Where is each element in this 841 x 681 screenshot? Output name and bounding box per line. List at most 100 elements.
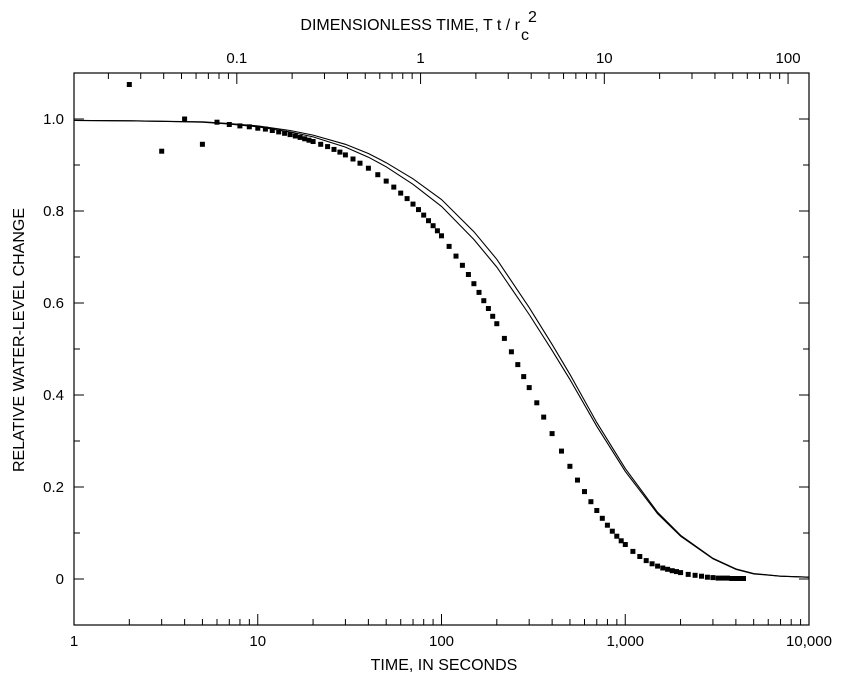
x-tick-label: 1,000 bbox=[606, 633, 644, 650]
top-axis-title-subscript: c bbox=[521, 27, 529, 44]
x-tick-label: 10 bbox=[249, 633, 266, 650]
data-point bbox=[430, 223, 436, 229]
data-point bbox=[692, 572, 698, 578]
data-point bbox=[391, 184, 397, 190]
data-point bbox=[485, 306, 491, 311]
data-point bbox=[159, 148, 165, 154]
data-point bbox=[446, 243, 452, 249]
data-point bbox=[471, 281, 477, 287]
data-point bbox=[375, 172, 381, 178]
data-point bbox=[715, 575, 721, 581]
y-tick-label: 1.0 bbox=[43, 111, 64, 128]
data-point bbox=[416, 207, 421, 213]
data-point bbox=[725, 575, 730, 581]
data-point bbox=[508, 349, 514, 355]
curve-layer bbox=[73, 119, 810, 578]
data-point bbox=[255, 125, 261, 131]
top-tick-label: 100 bbox=[776, 50, 801, 67]
y-axis-title: RELATIVE WATER-LEVEL CHANGE bbox=[11, 208, 28, 472]
data-point bbox=[622, 542, 628, 547]
data-point bbox=[490, 313, 496, 319]
data-point bbox=[720, 575, 726, 581]
data-point bbox=[383, 178, 389, 184]
data-point bbox=[237, 123, 243, 129]
data-point bbox=[630, 548, 636, 554]
data-point bbox=[287, 132, 293, 138]
data-point bbox=[660, 565, 666, 571]
data-point bbox=[226, 122, 232, 127]
data-point bbox=[599, 515, 605, 521]
data-point bbox=[182, 116, 188, 122]
data-point bbox=[541, 414, 547, 420]
y-tick-label: 0 bbox=[56, 571, 64, 588]
data-point bbox=[318, 141, 324, 147]
data-point bbox=[575, 477, 580, 483]
data-point bbox=[434, 228, 440, 234]
data-point bbox=[609, 528, 615, 534]
data-point bbox=[737, 576, 743, 581]
data-point bbox=[515, 362, 521, 368]
data-point bbox=[582, 489, 587, 495]
data-point bbox=[465, 272, 471, 277]
plot-frame-layer bbox=[73, 72, 810, 626]
data-point bbox=[649, 561, 655, 567]
data-point bbox=[262, 126, 268, 132]
data-point bbox=[699, 573, 704, 579]
y-tick-label: 0.6 bbox=[43, 295, 64, 312]
data-point bbox=[410, 201, 416, 207]
data-point bbox=[618, 538, 624, 544]
top-axis-title: DIMENSIONLESS TIME, T t / r bbox=[300, 17, 520, 34]
data-point bbox=[126, 82, 132, 87]
data-point bbox=[246, 124, 252, 130]
y-tick-label: 0.4 bbox=[43, 387, 64, 404]
data-point bbox=[269, 128, 275, 133]
x-tick-label: 10,000 bbox=[786, 633, 832, 650]
data-point bbox=[521, 374, 527, 380]
data-point bbox=[350, 156, 356, 162]
data-point bbox=[276, 129, 282, 135]
data-point bbox=[614, 533, 620, 539]
data-point bbox=[199, 141, 205, 147]
data-point bbox=[655, 563, 661, 569]
top-tick-label: 0.1 bbox=[226, 50, 247, 67]
data-point bbox=[331, 146, 337, 152]
y-tick-label: 0.2 bbox=[43, 479, 64, 496]
data-point bbox=[297, 134, 303, 140]
type-curve-line-1 bbox=[73, 119, 810, 578]
data-point bbox=[665, 566, 671, 572]
data-point bbox=[357, 160, 363, 166]
data-point bbox=[710, 575, 716, 581]
data-point bbox=[439, 233, 444, 239]
plot-frame bbox=[73, 72, 810, 626]
data-point bbox=[729, 576, 735, 581]
data-point bbox=[481, 298, 487, 304]
data-point bbox=[214, 119, 220, 125]
data-point bbox=[476, 289, 482, 295]
x-tick-label: 100 bbox=[429, 633, 454, 650]
data-point bbox=[643, 558, 649, 564]
data-point bbox=[678, 570, 684, 576]
data-point bbox=[567, 463, 573, 469]
top-tick-label: 1 bbox=[416, 50, 424, 67]
data-point bbox=[526, 385, 532, 391]
data-point bbox=[453, 253, 459, 259]
data-point bbox=[669, 568, 675, 574]
data-point bbox=[302, 136, 308, 142]
data-point bbox=[594, 508, 600, 513]
data-point bbox=[282, 130, 288, 136]
data-point bbox=[337, 149, 343, 155]
data-point bbox=[534, 400, 540, 406]
data-point bbox=[588, 499, 594, 505]
data-point bbox=[704, 574, 710, 580]
data-point bbox=[404, 196, 410, 202]
x-tick-label: 1 bbox=[70, 633, 78, 650]
data-point bbox=[398, 190, 404, 196]
data-point bbox=[741, 576, 746, 581]
data-point bbox=[365, 165, 371, 171]
tick-layer bbox=[73, 72, 810, 626]
data-point bbox=[421, 212, 427, 218]
data-point bbox=[604, 522, 610, 528]
top-tick-label: 10 bbox=[596, 50, 613, 67]
top-axis-title-superscript: 2 bbox=[528, 9, 537, 26]
